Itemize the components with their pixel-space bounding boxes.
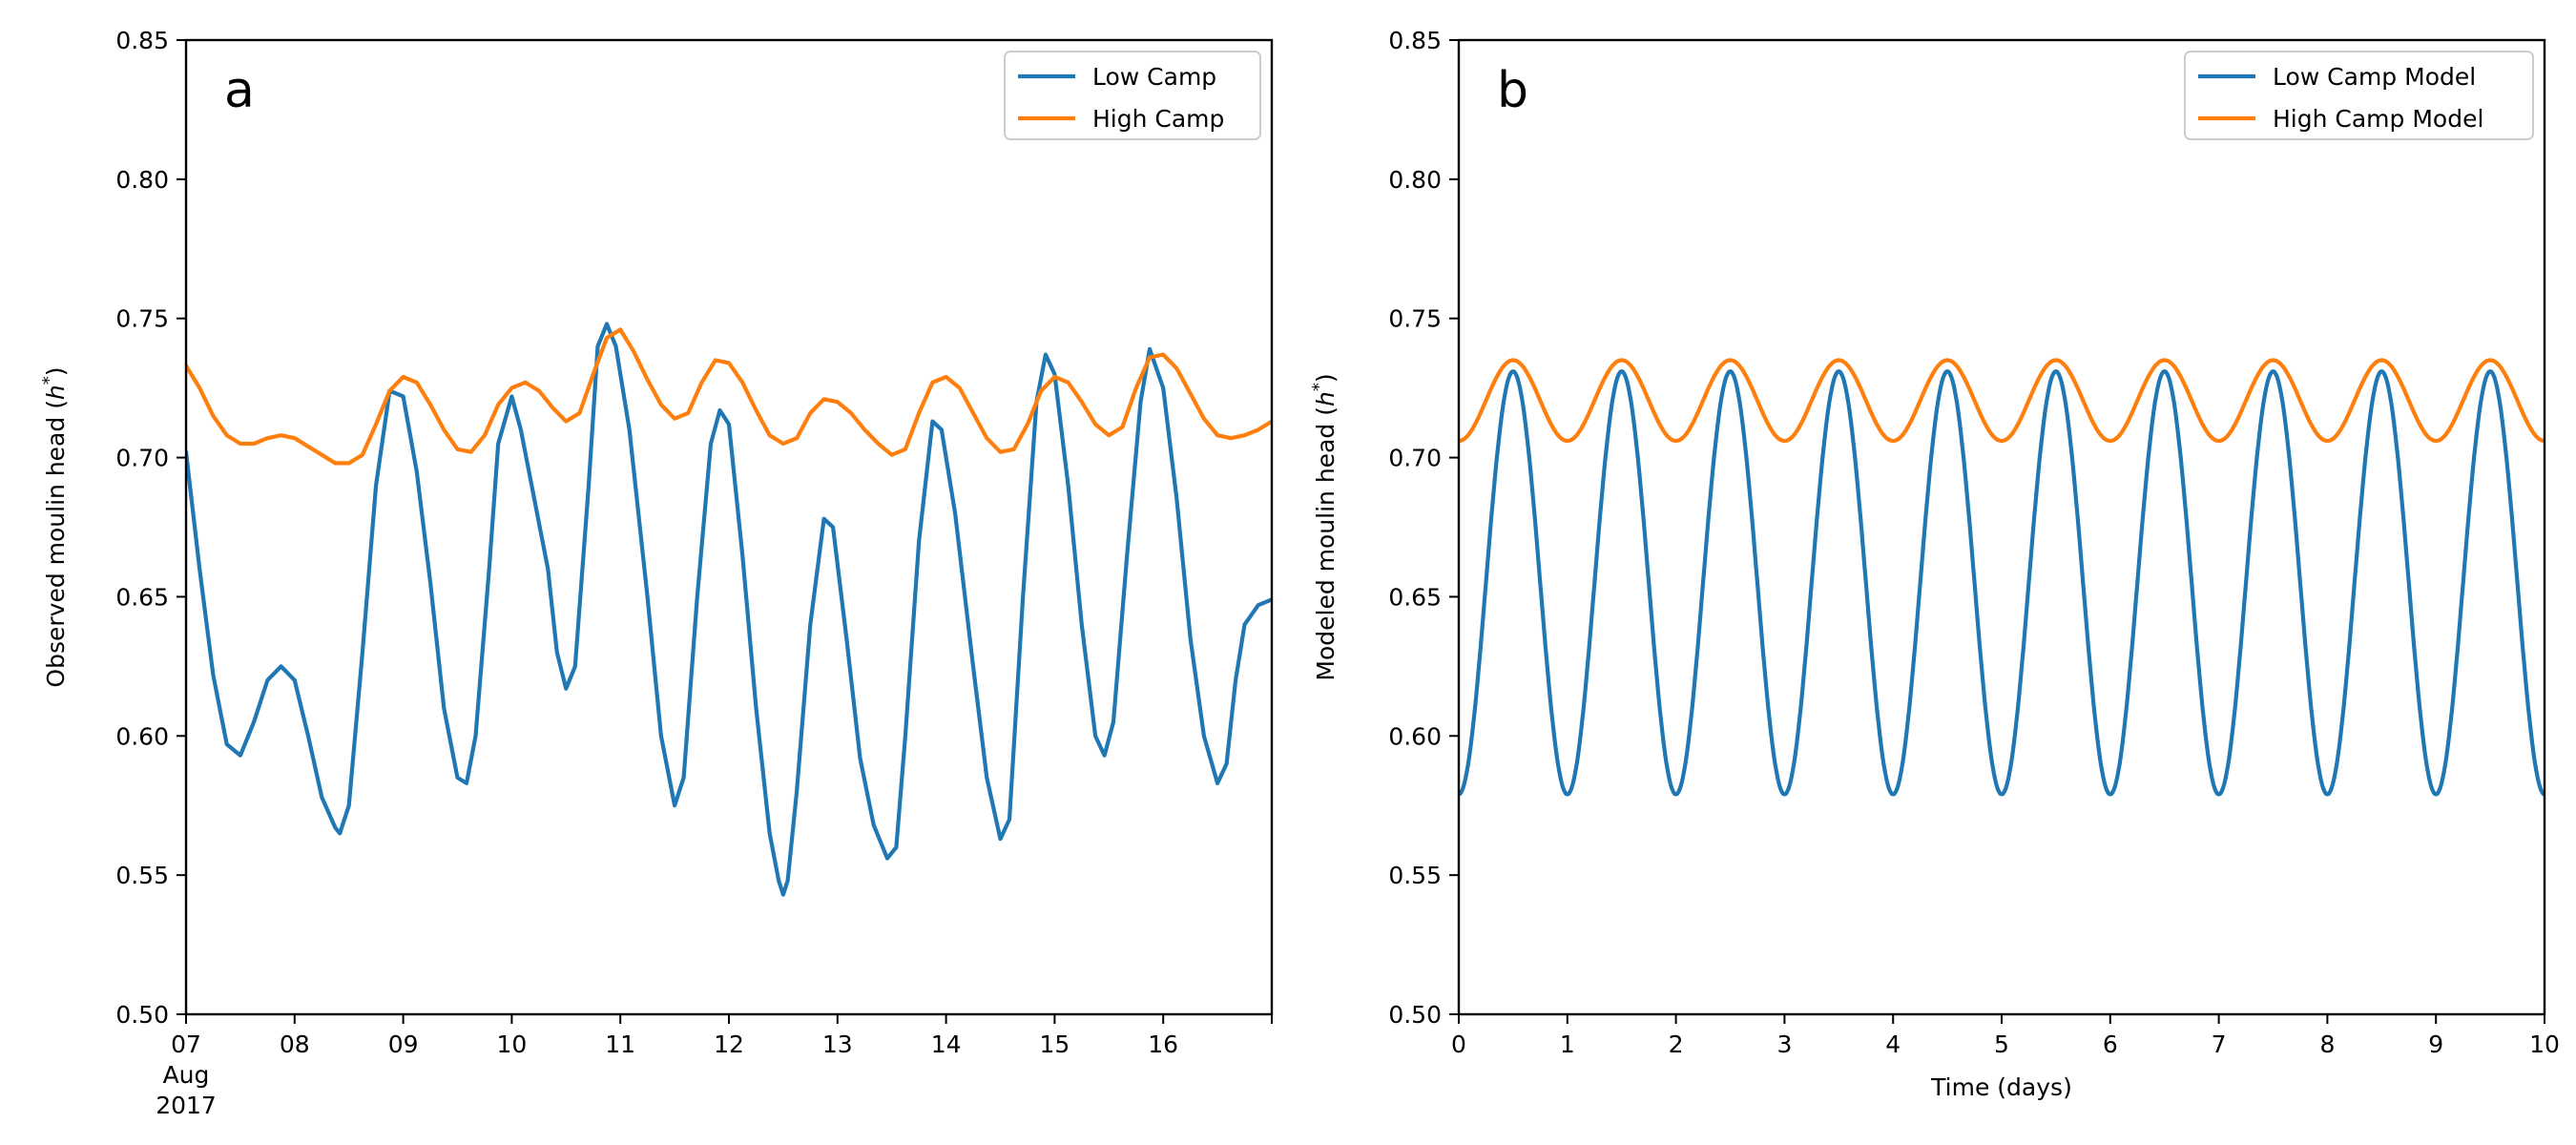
y-tick-label: 0.50	[1388, 1001, 1442, 1029]
y-tick-label: 0.65	[115, 583, 169, 611]
y-tick-label: 0.70	[115, 445, 169, 472]
y-axis-label-sup: *	[39, 376, 59, 385]
y-axis-label-symbol: h	[1312, 391, 1340, 406]
y-tick-label: 0.75	[115, 305, 169, 333]
y-axis-label-text: Modeled moulin head (	[1312, 406, 1340, 681]
x-tick-label: 16	[1148, 1030, 1178, 1058]
y-axis-label-text: Observed moulin head (	[42, 400, 70, 688]
y-tick-label: 0.50	[115, 1001, 169, 1029]
x-tick-label: 3	[1776, 1030, 1792, 1058]
legend-label: Low Camp Model	[2273, 63, 2476, 91]
series-line-high-camp-model	[1459, 358, 2545, 444]
legend-label: High Camp Model	[2273, 105, 2483, 133]
y-axis-label-symbol: h	[42, 385, 70, 400]
series-line-low-camp	[186, 322, 1272, 897]
x-tick-label: 2	[1669, 1030, 1684, 1058]
legend-label: Low Camp	[1092, 63, 1216, 91]
y-tick-label: 0.55	[115, 862, 169, 889]
y-tick-label: 0.85	[1388, 27, 1442, 54]
x-tick-label: 10	[2529, 1030, 2560, 1058]
x-tick-label: 13	[822, 1030, 853, 1058]
x-tick-label: 0	[1451, 1030, 1466, 1058]
x-tick-label: 08	[280, 1030, 310, 1058]
x-tick-label: 07	[171, 1030, 201, 1058]
x-tick-label: 6	[2103, 1030, 2118, 1058]
y-tick-label: 0.85	[115, 27, 169, 54]
series-line-low-camp-model	[1459, 369, 2545, 797]
x-tick-label: 9	[2428, 1030, 2443, 1058]
x-axis-label: Time (days)	[1930, 1073, 2072, 1101]
legend-label: High Camp	[1092, 105, 1224, 133]
y-tick-label: 0.80	[115, 166, 169, 194]
panel-letter: b	[1497, 62, 1528, 119]
y-axis-label-end: )	[1312, 373, 1340, 383]
x-tick-label: 10	[496, 1030, 527, 1058]
panel-b: 0.50 0.55 0.60 0.65 0.70 0.75 0.80 0.85 0 1 2 3 4 5 6 7…	[1309, 27, 2560, 1101]
x-tick-label: 5	[1994, 1030, 2009, 1058]
x-tick-label: 1	[1560, 1030, 1575, 1058]
y-tick-label: 0.80	[1388, 166, 1442, 194]
x-tick-label: 11	[605, 1030, 635, 1058]
legend: Low Camp High Camp	[1004, 51, 1261, 140]
y-tick-label: 0.60	[1388, 722, 1442, 750]
y-tick-label: 0.60	[115, 722, 169, 750]
x-tick-label: 14	[931, 1030, 962, 1058]
x-date-sublabel: Aug	[163, 1061, 210, 1089]
panel-letter: a	[224, 62, 255, 119]
series-group	[186, 322, 1272, 897]
panel-a: 0.50 0.55 0.60 0.65 0.70 0.75 0.80 0.85 07 08 09 10…	[39, 27, 1274, 1119]
x-tick-label: 4	[1885, 1030, 1901, 1058]
x-tick-label: 15	[1039, 1030, 1070, 1058]
series-line-high-camp	[186, 327, 1272, 466]
y-axis-label-sup: *	[1309, 383, 1329, 391]
x-tick-label: 8	[2319, 1030, 2335, 1058]
x-tick-label: 7	[2212, 1030, 2227, 1058]
legend: Low Camp Model High Camp Model	[2184, 51, 2534, 140]
x-date-sublabel: 2017	[156, 1092, 217, 1119]
y-axis-label: Observed moulin head (h*)	[39, 366, 70, 687]
y-axis-label: Modeled moulin head (h*)	[1309, 373, 1340, 680]
series-group	[1459, 358, 2545, 797]
y-axis-label-end: )	[42, 366, 70, 376]
y-tick-label: 0.70	[1388, 445, 1442, 472]
legend-box	[2184, 51, 2534, 140]
y-tick-label: 0.55	[1388, 862, 1442, 889]
x-tick-label: 12	[714, 1030, 744, 1058]
y-tick-label: 0.75	[1388, 305, 1442, 333]
y-tick-label: 0.65	[1388, 583, 1442, 611]
x-tick-label: 09	[388, 1030, 419, 1058]
